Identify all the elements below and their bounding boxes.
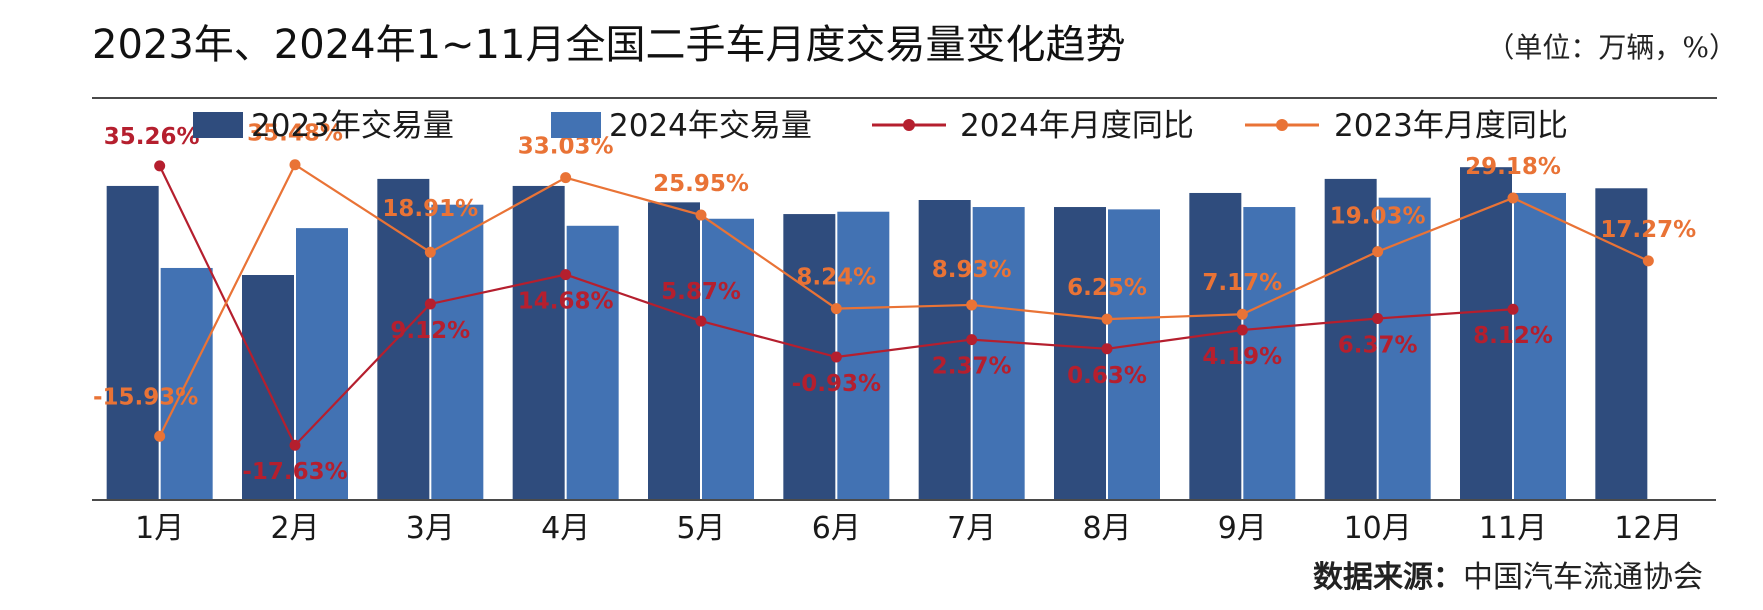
data-label: 19.03% — [1330, 204, 1426, 230]
bar-2024-5 — [702, 218, 754, 500]
data-label: -17.63% — [242, 459, 347, 485]
bar-2024-4 — [566, 225, 619, 500]
bar-2023-5 — [648, 202, 700, 500]
legend-label-1: 2024年交易量 — [609, 108, 812, 144]
x-tick-label: 11月 — [1479, 511, 1547, 546]
bar-2024-3 — [431, 204, 484, 500]
point-2024-5 — [695, 315, 707, 327]
point-2023-4 — [560, 172, 572, 184]
data-label: 8.93% — [932, 257, 1012, 283]
data-label: 14.68% — [518, 289, 614, 315]
bar-2023-4 — [512, 185, 565, 500]
legend-swatch-0 — [193, 112, 243, 138]
bar-2024-11 — [1514, 192, 1566, 500]
point-2023-1 — [154, 430, 166, 442]
unit-note: （单位：万辆，%） — [1486, 31, 1737, 64]
x-tick-label: 7月 — [947, 511, 996, 546]
data-label: 6.37% — [1338, 332, 1418, 358]
data-label: 5.87% — [661, 279, 741, 305]
data-label: -0.93% — [792, 371, 881, 397]
point-2024-3 — [424, 298, 436, 310]
data-label: 8.24% — [796, 265, 876, 291]
point-2024-9 — [1236, 324, 1248, 336]
source-note: 数据来源：中国汽车流通协会 — [1313, 558, 1703, 598]
bar-2024-8 — [1108, 209, 1160, 500]
x-tick-label: 3月 — [406, 511, 455, 546]
data-label: 25.95% — [653, 171, 749, 197]
x-tick-label: 1月 — [135, 511, 184, 546]
data-label: -15.93% — [93, 384, 198, 410]
bar-2023-1 — [106, 185, 159, 500]
point-2023-11 — [1507, 192, 1519, 204]
point-2023-2 — [289, 159, 301, 171]
point-2024-4 — [560, 269, 572, 281]
data-label: 29.18% — [1465, 154, 1561, 180]
point-2024-10 — [1372, 312, 1384, 324]
bar-2023-3 — [377, 178, 430, 500]
point-2023-12 — [1642, 255, 1654, 267]
point-2024-1 — [154, 160, 166, 172]
bar-2023-6 — [783, 214, 836, 500]
x-tick-label: 2月 — [270, 511, 319, 546]
bar-2023-9 — [1189, 192, 1242, 500]
bar-2023-10 — [1324, 178, 1377, 500]
data-label: 2.37% — [932, 354, 1012, 380]
data-label: 6.25% — [1067, 275, 1147, 301]
x-tick-label: 6月 — [812, 511, 861, 546]
chart-canvas: 1月 2月 3月 4月 5月 6月 7月 8月 9月 10月 11月 12月 35.26% -17.63%… — [92, 108, 1716, 546]
bar-2024-9 — [1243, 207, 1296, 500]
x-tick-label: 12月 — [1614, 511, 1682, 546]
point-2023-9 — [1236, 308, 1248, 320]
bar-2024-2 — [296, 228, 348, 500]
point-2024-11 — [1507, 303, 1519, 315]
legend-swatch-1 — [551, 112, 601, 138]
data-label: 8.12% — [1473, 323, 1553, 349]
legend-marker-2 — [903, 119, 915, 131]
data-label: 17.27% — [1600, 217, 1696, 243]
title-divider — [92, 97, 1717, 99]
legend-label-0: 2023年交易量 — [251, 108, 454, 144]
data-label: 7.17% — [1202, 270, 1282, 296]
bar-2023-11 — [1460, 167, 1512, 500]
bar-2023-7 — [918, 200, 971, 500]
legend-label-3: 2023年月度同比 — [1334, 108, 1568, 144]
point-2023-10 — [1372, 246, 1384, 258]
source-label: 数据来源： — [1313, 560, 1463, 595]
x-tick-label: 5月 — [676, 511, 725, 546]
source-org: 中国汽车流通协会 — [1463, 560, 1703, 595]
data-label: 9.12% — [390, 318, 470, 344]
point-2024-8 — [1101, 343, 1113, 355]
point-2023-5 — [695, 209, 707, 221]
legend-label-2: 2024年月度同比 — [960, 108, 1194, 144]
data-label: 18.91% — [382, 196, 478, 222]
line-2023-yoy — [158, 163, 1649, 437]
x-tick-label: 4月 — [541, 511, 590, 546]
bar-2024-7 — [972, 207, 1025, 500]
point-2023-6 — [830, 303, 842, 315]
point-2023-3 — [424, 246, 436, 258]
point-2024-2 — [289, 439, 301, 451]
chart-title: 2023年、2024年1~11月全国二手车月度交易量变化趋势 — [92, 22, 1126, 68]
point-2023-8 — [1101, 313, 1113, 325]
x-tick-label: 10月 — [1344, 511, 1412, 546]
data-label: 0.63% — [1067, 363, 1147, 389]
point-2023-7 — [966, 299, 978, 311]
x-tick-label: 8月 — [1082, 511, 1131, 546]
data-label: 35.26% — [104, 124, 200, 150]
legend-marker-3 — [1276, 119, 1288, 131]
bar-2023-8 — [1054, 207, 1106, 500]
data-label: 4.19% — [1202, 344, 1282, 370]
data-label: 35.48% — [247, 121, 343, 147]
point-2024-7 — [966, 334, 978, 346]
x-tick-label: 9月 — [1218, 511, 1267, 546]
point-2024-6 — [830, 351, 842, 363]
